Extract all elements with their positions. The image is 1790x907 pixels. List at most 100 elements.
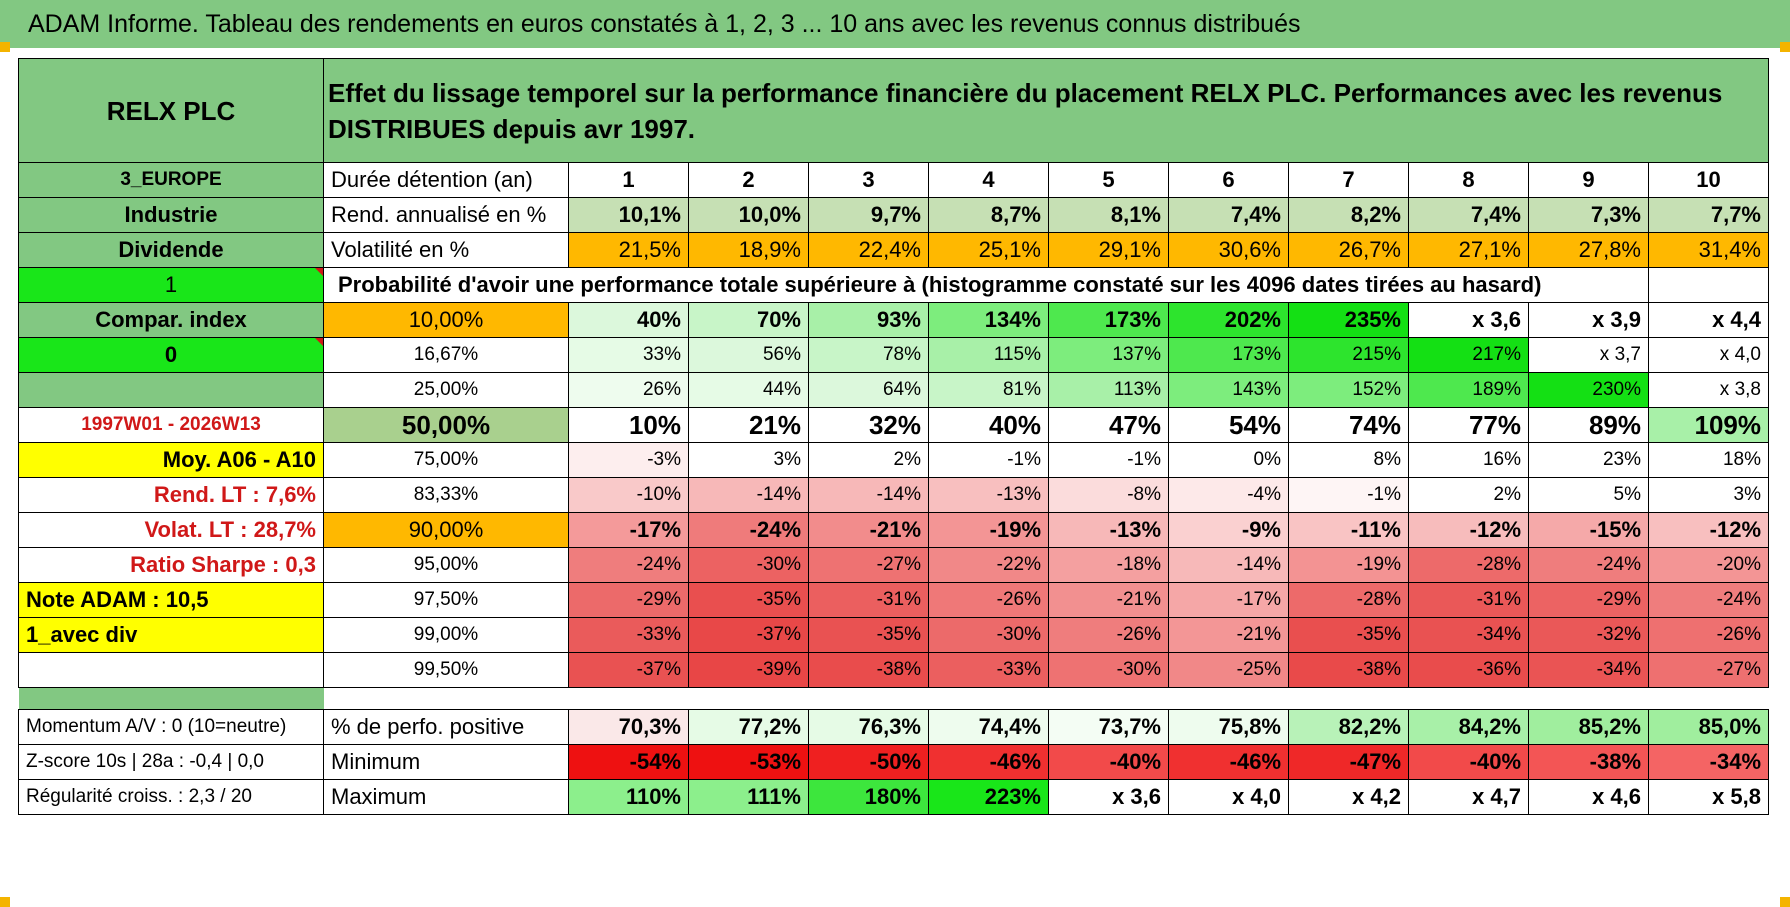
value-cell: 70,3% [568, 709, 689, 745]
value-cell: x 4,6 [1528, 779, 1649, 815]
table-row: Ratio Sharpe : 0,3 95,00% -24% -30% -27% -22%… [18, 547, 1769, 583]
value-cell: 40% [568, 302, 689, 338]
value-cell: 235% [1288, 302, 1409, 338]
value-cell: 84,2% [1408, 709, 1529, 745]
row-side-label: Dividende [18, 232, 324, 268]
empty-cell [1648, 267, 1769, 303]
value-cell: 5 [1048, 162, 1169, 198]
corner-marker [1780, 897, 1790, 907]
value-cell: -35% [688, 582, 809, 618]
value-cell: 137% [1048, 337, 1169, 373]
value-cell: 143% [1168, 372, 1289, 408]
table-description: Effet du lissage temporel sur la perform… [323, 58, 1769, 163]
value-cell: 82,2% [1288, 709, 1409, 745]
table-row: Volat. LT : 28,7% 90,00% -17% -24% -21% -19% -… [18, 512, 1769, 548]
value-cell: -9% [1168, 512, 1289, 548]
row-side-label: Régularité croiss. : 2,3 / 20 [18, 779, 324, 815]
row-label: 99,50% [323, 652, 569, 688]
row-label: 97,50% [323, 582, 569, 618]
value-cell: -21% [1168, 617, 1289, 653]
value-cell: 85,2% [1528, 709, 1649, 745]
value-cell: 93% [808, 302, 929, 338]
value-cell: -26% [928, 582, 1049, 618]
value-cell: -46% [1168, 744, 1289, 780]
row-label: 50,00% [323, 407, 569, 443]
value-cell: -12% [1648, 512, 1769, 548]
value-cell: -29% [568, 582, 689, 618]
row-side-label: Z-score 10s | 28a : -0,4 | 0,0 [18, 744, 324, 780]
value-cell: -1% [1288, 477, 1409, 513]
table-row: 0 16,67% 33% 56% 78% 115% 137% 173% 215% 217% x 3,… [18, 337, 1769, 373]
value-cell: x 5,8 [1648, 779, 1769, 815]
value-cell: 134% [928, 302, 1049, 338]
value-cell: -19% [1288, 547, 1409, 583]
value-cell: -34% [1648, 744, 1769, 780]
value-cell: 2 [688, 162, 809, 198]
value-cell: -38% [1528, 744, 1649, 780]
value-cell: 29,1% [1048, 232, 1169, 268]
table-row: Moy. A06 - A10 75,00% -3% 3% 2% -1% -1% 0% 8% 16%… [18, 442, 1769, 478]
table-row: Régularité croiss. : 2,3 / 20 Maximum 110%… [18, 779, 1769, 815]
value-cell: -13% [928, 477, 1049, 513]
value-cell: -22% [928, 547, 1049, 583]
value-cell: 152% [1288, 372, 1409, 408]
value-cell: 73,7% [1048, 709, 1169, 745]
value-cell: 2% [808, 442, 929, 478]
value-cell: 230% [1528, 372, 1649, 408]
value-cell: -20% [1648, 547, 1769, 583]
value-cell: 115% [928, 337, 1049, 373]
value-cell: -27% [808, 547, 929, 583]
value-cell: -36% [1408, 652, 1529, 688]
value-cell: x 4,7 [1408, 779, 1529, 815]
header-row: RELX PLC Effet du lissage temporel sur la… [18, 58, 1769, 163]
value-cell: 2% [1408, 477, 1529, 513]
company-name: RELX PLC [18, 58, 324, 163]
table-row: 1997W01 - 2026W13 50,00% 10% 21% 32% 40% 47% 54… [18, 407, 1769, 443]
row-side-label: 0 [18, 337, 324, 373]
value-cell: x 3,7 [1528, 337, 1649, 373]
value-cell: 64% [808, 372, 929, 408]
table-row: 1_avec div 99,00% -33% -37% -35% -30% -26% -21%… [18, 617, 1769, 653]
value-cell: 8 [1408, 162, 1529, 198]
value-cell: -21% [1048, 582, 1169, 618]
value-cell: 180% [808, 779, 929, 815]
value-cell: -24% [568, 547, 689, 583]
value-cell: -34% [1528, 652, 1649, 688]
value-cell: 76,3% [808, 709, 929, 745]
row-label: Volatilité en % [323, 232, 569, 268]
value-cell: -14% [688, 477, 809, 513]
value-cell: -47% [1288, 744, 1409, 780]
value-cell: 21,5% [568, 232, 689, 268]
table-row: Note ADAM : 10,5 97,50% -29% -35% -31% -26% -2… [18, 582, 1769, 618]
row-label: 25,00% [323, 372, 569, 408]
value-cell: -53% [688, 744, 809, 780]
value-cell: -31% [808, 582, 929, 618]
value-cell: 6 [1168, 162, 1289, 198]
value-cell: -28% [1408, 547, 1529, 583]
value-cell: -54% [568, 744, 689, 780]
row-label: Maximum [323, 779, 569, 815]
table-row: Industrie Rend. annualisé en % 10,1% 10,0% 9… [18, 197, 1769, 233]
table-row: Dividende Volatilité en % 21,5% 18,9% 22,4% 2… [18, 232, 1769, 268]
value-cell: 18,9% [688, 232, 809, 268]
value-cell: 85,0% [1648, 709, 1769, 745]
value-cell: 33% [568, 337, 689, 373]
value-cell: 215% [1288, 337, 1409, 373]
value-cell: -15% [1528, 512, 1649, 548]
row-label: 16,67% [323, 337, 569, 373]
value-cell: 9 [1528, 162, 1649, 198]
value-cell: -30% [688, 547, 809, 583]
value-cell: -27% [1648, 652, 1769, 688]
value-cell: -26% [1048, 617, 1169, 653]
value-cell: -24% [1528, 547, 1649, 583]
value-cell: -29% [1528, 582, 1649, 618]
value-cell: -37% [568, 652, 689, 688]
value-cell: -26% [1648, 617, 1769, 653]
table-row: Z-score 10s | 28a : -0,4 | 0,0 Minimum -54… [18, 744, 1769, 780]
value-cell: 3% [688, 442, 809, 478]
value-cell: 109% [1648, 407, 1769, 443]
performance-table: RELX PLC Effet du lissage temporel sur la… [18, 58, 1769, 815]
value-cell: -14% [1168, 547, 1289, 583]
value-cell: x 3,9 [1528, 302, 1649, 338]
value-cell: 78% [808, 337, 929, 373]
